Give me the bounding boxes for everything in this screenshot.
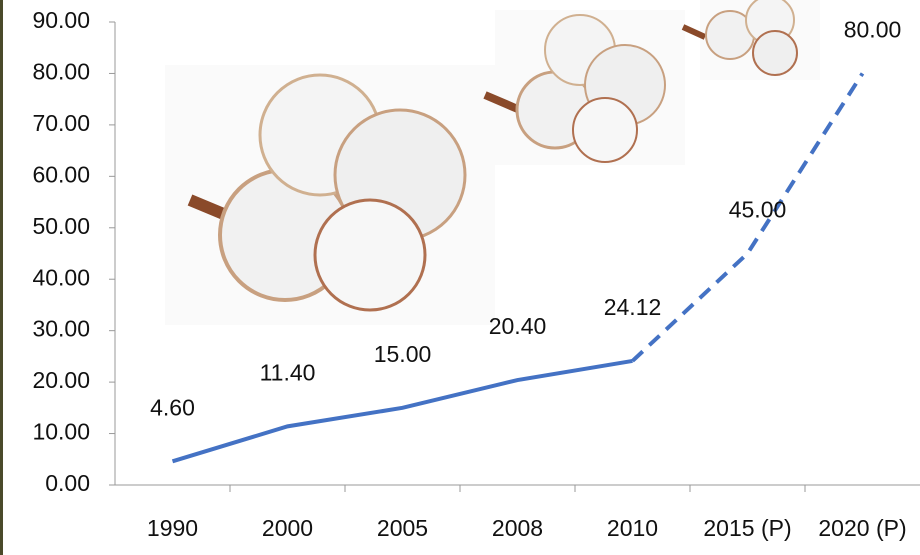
chart: 0.00 10.00 20.00 30.00 40.00 50.00 60.00 70.00 8… xyxy=(0,0,920,555)
data-label: 15.00 xyxy=(374,341,432,367)
data-label: 20.40 xyxy=(489,313,547,339)
y-tick-label: 20.00 xyxy=(32,367,90,393)
cotton-image xyxy=(165,65,495,325)
x-tick-label: 2005 xyxy=(377,515,428,541)
data-label: 4.60 xyxy=(150,394,195,420)
x-tick-label: 2020 (P) xyxy=(818,515,906,541)
left-edge xyxy=(0,0,3,555)
y-tick-label: 70.00 xyxy=(32,110,90,136)
x-tick-label: 2000 xyxy=(262,515,313,541)
cotton-image xyxy=(683,0,820,80)
x-tick-label: 2015 (P) xyxy=(703,515,791,541)
data-label: 11.40 xyxy=(260,359,316,385)
y-tick-label: 30.00 xyxy=(32,316,90,342)
y-tick-label: 80.00 xyxy=(32,59,90,85)
y-tick-label: 60.00 xyxy=(32,161,90,187)
x-tick-label: 2008 xyxy=(492,515,543,541)
y-tick-label: 0.00 xyxy=(45,470,90,496)
y-tick-label: 40.00 xyxy=(32,264,90,290)
x-tick-label: 2010 xyxy=(607,515,658,541)
y-tick-label: 10.00 xyxy=(32,419,90,445)
data-label: 24.12 xyxy=(604,294,662,320)
y-tick-label: 90.00 xyxy=(32,7,90,33)
cotton-image xyxy=(485,10,685,165)
y-tick-label: 50.00 xyxy=(32,213,90,239)
data-line xyxy=(173,361,633,461)
data-label: 45.00 xyxy=(729,197,787,223)
data-label: 80.00 xyxy=(844,17,902,43)
x-tick-label: 1990 xyxy=(147,515,198,541)
